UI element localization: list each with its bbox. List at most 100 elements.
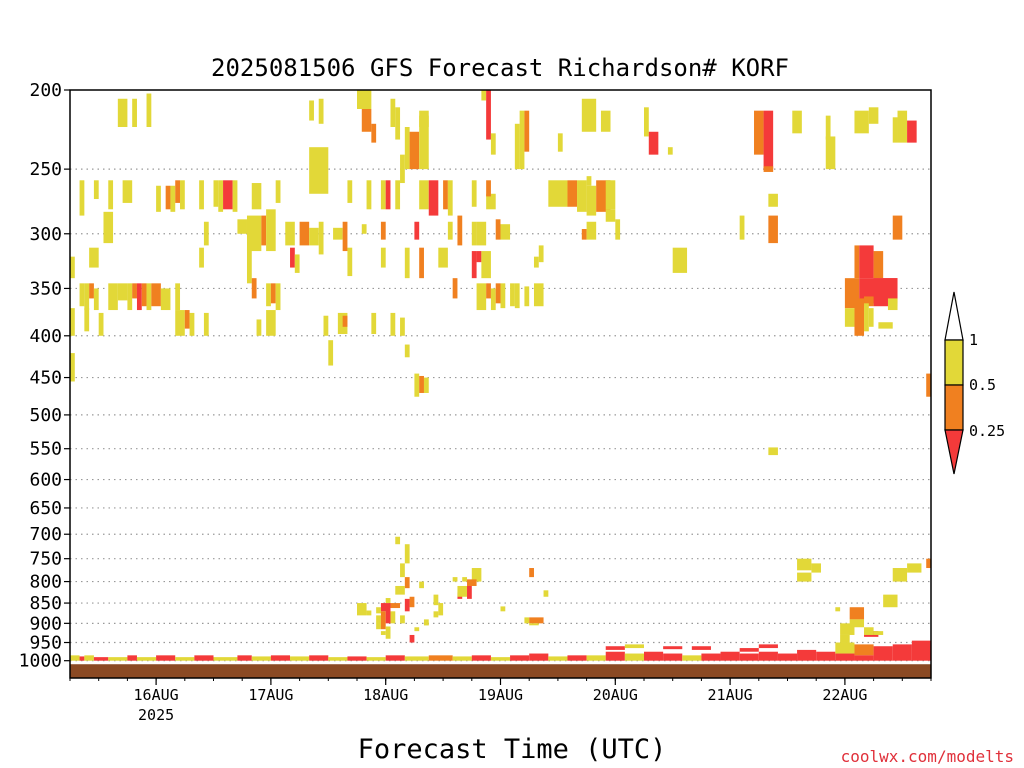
ri-cell <box>89 283 94 299</box>
ri-cell <box>457 585 468 597</box>
ri-cell <box>404 598 410 612</box>
ri-cell <box>404 247 410 279</box>
ri-cell <box>849 619 865 628</box>
surface-cell <box>854 655 874 661</box>
ri-cell <box>481 251 491 279</box>
ri-cell <box>514 123 520 170</box>
ri-cell <box>768 447 778 456</box>
ri-cell <box>385 609 391 624</box>
surface-cell <box>663 646 683 650</box>
y-tick-label: 1000 <box>19 651 62 672</box>
ri-cell <box>184 310 190 329</box>
ri-cell <box>825 136 836 170</box>
ri-cell <box>615 219 621 240</box>
ri-cell <box>376 615 381 630</box>
colorbar-label: 0.25 <box>969 422 1005 440</box>
ri-cell <box>495 283 501 304</box>
ri-cell <box>481 90 487 101</box>
ri-cell <box>414 627 420 632</box>
ri-cell <box>309 227 319 246</box>
x-tick-label: 21AUG <box>708 686 753 704</box>
x-tick-label: 22AUG <box>822 686 867 704</box>
ri-cell <box>490 133 496 155</box>
surface-cell <box>835 642 855 654</box>
surface-cell <box>175 657 195 661</box>
ri-cell <box>438 247 448 268</box>
ri-cell <box>246 215 262 252</box>
x-tick-label: 20AUG <box>593 686 638 704</box>
ri-cell <box>203 221 209 246</box>
ri-cell <box>70 308 75 336</box>
ri-cell <box>419 375 424 393</box>
ri-cell <box>500 283 506 309</box>
ri-cell <box>667 147 673 155</box>
y-tick-label: 550 <box>29 439 62 460</box>
ri-cell <box>840 623 855 635</box>
ri-cell <box>98 312 104 336</box>
ri-cell <box>471 251 477 279</box>
ri-cell <box>419 180 429 210</box>
ri-cell <box>892 215 903 240</box>
ri-cell <box>438 603 444 616</box>
surface-cell <box>471 655 491 661</box>
ri-cell <box>342 315 348 327</box>
ri-cell <box>490 288 496 311</box>
ri-cell <box>290 247 295 268</box>
ri-cell <box>380 631 386 635</box>
ri-cell <box>529 623 539 626</box>
surface-cell <box>758 644 778 649</box>
ri-cell <box>385 598 391 604</box>
ri-cell <box>170 185 176 212</box>
ri-cell <box>175 310 185 336</box>
ri-cell <box>266 209 276 252</box>
ri-cell <box>146 283 152 311</box>
ri-cell <box>246 247 252 284</box>
ri-cell <box>223 180 233 210</box>
ri-cell <box>471 221 477 246</box>
ri-cell <box>433 594 439 606</box>
ri-cell <box>175 180 181 203</box>
ri-cell <box>409 131 420 170</box>
ri-cell <box>237 219 247 234</box>
brand-link[interactable]: coolwx.com/modelts <box>841 747 1014 766</box>
colorbar-yellow-swatch <box>944 339 964 386</box>
chart-title: 2025081506 GFS Forecast Richardson# KORF <box>211 54 789 82</box>
ri-cell <box>390 98 396 128</box>
surface-cell <box>251 656 271 661</box>
surface-cell <box>567 655 587 661</box>
surface-cell <box>404 656 429 661</box>
ri-cell <box>476 221 487 246</box>
ri-cell <box>347 180 353 203</box>
ri-cell <box>476 251 482 263</box>
cells-layer <box>70 90 931 661</box>
ri-cell <box>648 131 659 155</box>
ri-cell <box>156 185 161 212</box>
ri-cell <box>514 283 520 309</box>
ri-cell <box>510 283 515 307</box>
ri-cell <box>380 221 386 240</box>
ri-cell <box>84 308 90 332</box>
ri-cell <box>581 229 587 240</box>
ri-cell <box>500 224 511 240</box>
surface-cell <box>156 655 176 661</box>
surface-cell <box>270 655 291 661</box>
ri-cell <box>476 283 487 311</box>
ri-cell <box>557 133 563 152</box>
ri-cell <box>926 373 931 397</box>
ri-cell <box>251 183 262 210</box>
ri-cell <box>543 590 549 597</box>
ri-cell <box>524 110 530 152</box>
colorbar-red-triangle <box>944 429 964 475</box>
surface-cell <box>816 651 836 661</box>
ri-cell <box>500 606 506 612</box>
ri-cell <box>868 308 874 327</box>
ri-cell <box>529 568 534 578</box>
ri-cell <box>605 209 616 222</box>
x-tick-label: 17AUG <box>248 686 293 704</box>
ri-cell <box>404 544 410 564</box>
y-tick-label: 400 <box>29 326 62 347</box>
ri-cell <box>165 185 171 210</box>
ri-cell <box>797 558 812 571</box>
y-tick-label: 350 <box>29 278 62 299</box>
surface-cell <box>309 655 329 661</box>
